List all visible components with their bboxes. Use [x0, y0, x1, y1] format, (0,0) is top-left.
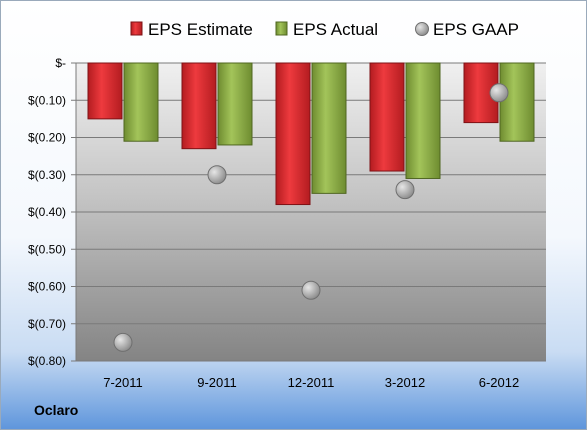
legend-label: EPS Estimate: [148, 20, 253, 39]
y-tick-label: $-: [55, 56, 66, 70]
x-axis: 7-2011 9-2011 12-2011 3-2012 6-2012: [76, 360, 546, 390]
y-tick-label: $(0.80): [28, 354, 66, 368]
bar-eps-estimate-9-2011: [181, 62, 217, 150]
x-tick-label: 9-2011: [197, 375, 237, 390]
bar-eps-actual-7-2011: [123, 62, 159, 142]
bars: [87, 62, 535, 206]
legend-swatch-eps-gaap: [415, 22, 429, 36]
x-tick-label: 7-2011: [103, 375, 143, 390]
x-tick-label: 3-2012: [385, 375, 425, 390]
point-eps-gaap-7-2011: [113, 332, 133, 352]
point-eps-gaap-3-2012: [395, 180, 415, 200]
y-tick-label: $(0.50): [28, 242, 66, 256]
legend-label: EPS GAAP: [433, 20, 519, 39]
x-tick-label: 12-2011: [288, 375, 335, 390]
company-label: Oclaro: [34, 402, 79, 418]
bar-eps-actual-9-2011: [217, 62, 253, 146]
bar-eps-actual-6-2012: [499, 62, 535, 142]
point-eps-gaap-12-2011: [301, 280, 321, 300]
point-eps-gaap-6-2012: [489, 83, 509, 103]
y-tick-label: $(0.40): [28, 205, 66, 219]
bar-eps-actual-3-2012: [405, 62, 441, 179]
legend-swatch-eps-actual: [275, 21, 288, 36]
legend-label: EPS Actual: [293, 20, 378, 39]
y-tick-label: $(0.30): [28, 168, 66, 182]
y-tick-label: $(0.70): [28, 317, 66, 331]
gaap-points: [113, 83, 509, 352]
y-tick-label: $(0.10): [28, 93, 66, 107]
legend-swatch-eps-estimate: [130, 21, 143, 36]
y-tick-label: $(0.60): [28, 280, 66, 294]
y-axis: $- $(0.10) $(0.20) $(0.30) $(0.40) $(0.50) $(0…: [28, 56, 77, 368]
legend: EPS Estimate EPS Actual EPS GAAP: [130, 20, 519, 39]
bar-eps-estimate-12-2011: [275, 62, 311, 206]
bar-eps-estimate-7-2011: [87, 62, 123, 120]
point-eps-gaap-9-2011: [207, 165, 227, 185]
bar-eps-actual-12-2011: [311, 62, 347, 194]
x-tick-label: 6-2012: [479, 375, 519, 390]
y-tick-label: $(0.20): [28, 131, 66, 145]
bar-eps-estimate-3-2012: [369, 62, 405, 172]
